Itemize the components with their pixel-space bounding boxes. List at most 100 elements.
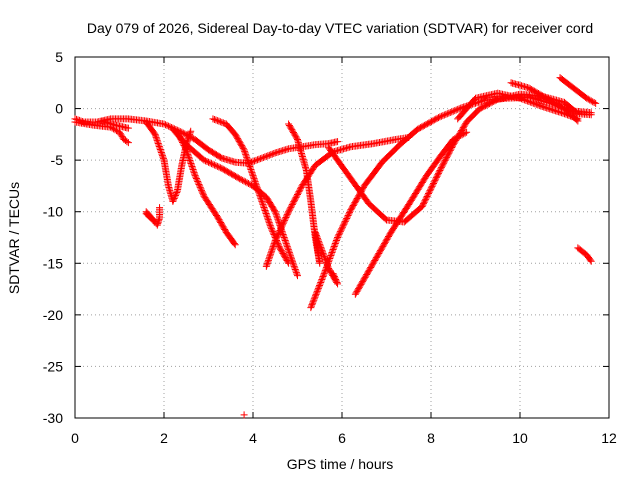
data-point-arc-8 <box>276 226 284 234</box>
data-point-arc-10 <box>327 252 335 260</box>
data-point-arc-6 <box>212 162 220 170</box>
data-point-arc-8 <box>263 261 271 269</box>
data-point-arc-4 <box>153 135 161 143</box>
data-point-arc-10 <box>322 264 330 272</box>
data-point-arc-6 <box>292 267 300 275</box>
data-point-arc-11 <box>461 121 469 129</box>
data-point-arc-4 <box>157 149 165 157</box>
data-point-arc-1 <box>268 150 276 158</box>
data-point-arc-7 <box>247 167 255 175</box>
data-point-arc-13 <box>535 101 543 109</box>
data-point-arc-13 <box>529 99 537 107</box>
data-point-arc-7 <box>240 146 248 154</box>
data-point-arc-10 <box>337 226 345 234</box>
y-axis-label: SDTVAR / TECUs <box>6 182 22 294</box>
data-point-arc-10 <box>316 280 324 288</box>
data-point-arc-5 <box>192 175 200 183</box>
data-point-arc-6 <box>210 161 218 169</box>
data-point-arc-1 <box>250 157 258 165</box>
data-point-arc-6 <box>284 244 292 252</box>
data-point-arc-5 <box>187 161 195 169</box>
data-point-arc-10 <box>328 249 336 257</box>
data-point-arc-16 <box>587 257 595 265</box>
data-point-arc-7 <box>218 118 226 126</box>
data-point-arc-7 <box>248 170 256 178</box>
data-point-arc-7 <box>265 219 273 227</box>
data-point-arc-6 <box>202 157 210 165</box>
data-point-arc-13 <box>531 100 539 108</box>
data-point-arc-6 <box>234 174 242 182</box>
data-point-arc-1 <box>265 151 273 159</box>
data-point-arc-6 <box>274 215 282 223</box>
data-point-arc-7 <box>267 225 275 233</box>
data-point-arc-6 <box>209 160 217 168</box>
data-point-arc-10 <box>315 283 323 291</box>
data-point-arc-6 <box>205 158 212 166</box>
data-point-arc-7 <box>213 117 221 125</box>
data-point-arc-11 <box>443 152 451 160</box>
data-point-arc-8 <box>283 212 291 220</box>
data-point-arc-10 <box>435 114 443 122</box>
data-point-arc-13 <box>523 97 531 105</box>
data-point-arc-7 <box>284 258 292 266</box>
data-point-arc-10 <box>318 274 326 282</box>
data-point-arc-7 <box>252 179 260 187</box>
data-point-arc-18 <box>151 218 159 226</box>
data-point-arc-7 <box>215 117 223 125</box>
data-point-arc-5 <box>185 155 193 163</box>
y-tick-label: -20 <box>43 307 63 323</box>
data-point-arc-1 <box>163 121 171 129</box>
data-point-arc-15 <box>583 94 591 102</box>
data-point-arc-9 <box>321 254 329 262</box>
data-point-arc-5 <box>185 153 193 161</box>
data-point-arc-11 <box>432 174 440 182</box>
data-point-arc-7 <box>256 193 264 201</box>
data-point-arc-5 <box>230 239 238 247</box>
data-points <box>71 74 600 419</box>
data-point-arc-10 <box>346 207 354 215</box>
data-point-arc-10 <box>449 107 457 115</box>
data-point-arc-7 <box>244 158 252 166</box>
data-point-arc-7 <box>263 211 271 219</box>
data-point-arc-11 <box>492 96 500 104</box>
data-point-arc-10 <box>440 111 448 119</box>
data-point-arc-13 <box>522 96 530 104</box>
data-point-arc-7 <box>250 173 258 181</box>
data-point-arc-6 <box>273 212 281 220</box>
data-point-arc-8 <box>277 225 285 233</box>
data-point-arc-4 <box>171 192 179 200</box>
data-point-arc-7 <box>253 182 261 190</box>
data-point-arc-7 <box>252 181 260 189</box>
data-point-arc-1 <box>262 152 270 160</box>
data-point-arc-9 <box>317 243 325 251</box>
data-point-arc-8 <box>263 259 271 267</box>
data-point-arc-6 <box>275 218 283 226</box>
data-point-arc-6 <box>281 235 289 243</box>
data-point-arc-13 <box>519 95 527 103</box>
y-tick-label: -5 <box>51 152 64 168</box>
data-point-arc-10 <box>309 298 317 306</box>
data-point-arc-10 <box>343 213 351 221</box>
data-point-arc-6 <box>237 176 245 184</box>
data-point-arc-7 <box>249 172 257 180</box>
data-point-arc-5 <box>189 166 197 174</box>
data-point-arc-14 <box>573 116 581 124</box>
data-point-arc-8 <box>264 256 272 264</box>
data-point-arc-1 <box>161 121 169 129</box>
data-point-arc-8 <box>278 222 286 230</box>
data-point-arc-6 <box>292 269 300 277</box>
data-point-arc-5 <box>186 158 194 166</box>
data-point-arc-5 <box>196 183 204 191</box>
data-point-arc-10 <box>312 290 320 298</box>
data-point-arc-4 <box>156 144 164 152</box>
data-point-arc-8 <box>262 262 270 270</box>
data-point-arc-11 <box>459 124 467 132</box>
data-point-arc-10 <box>316 281 324 289</box>
data-point-arc-5 <box>189 164 197 172</box>
data-point-arc-7 <box>250 175 258 183</box>
data-point-arc-13 <box>525 98 533 106</box>
data-point-arc-9 <box>330 271 338 279</box>
data-point-arc-8 <box>292 193 300 201</box>
data-point-arc-7 <box>264 214 272 222</box>
